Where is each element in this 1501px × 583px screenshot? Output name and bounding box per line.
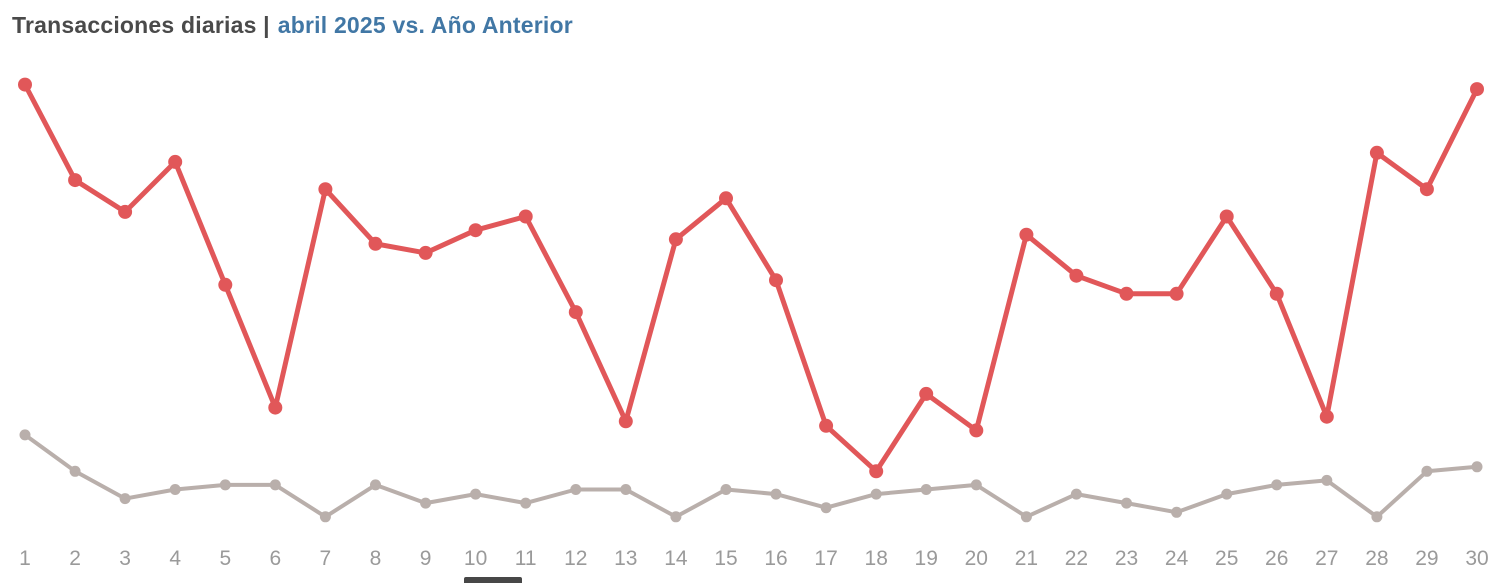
data-point[interactable] xyxy=(1371,511,1383,523)
data-point[interactable] xyxy=(119,493,131,505)
data-point[interactable] xyxy=(620,484,632,495)
data-point[interactable] xyxy=(219,479,231,491)
data-point[interactable] xyxy=(820,502,832,514)
x-axis-label: 26 xyxy=(1265,547,1288,570)
data-point[interactable] xyxy=(1321,474,1333,486)
series-line-año-anterior[interactable] xyxy=(23,432,1479,519)
data-point[interactable] xyxy=(970,479,982,491)
x-axis-label: 20 xyxy=(965,547,988,570)
x-axis-label: 8 xyxy=(370,547,382,570)
line-chart-svg[interactable]: 1 2 3 4 5 6 7 8 9 10 11 12 13 14 15 16 17 18 19 20 21 22 23 24 2… xyxy=(0,55,1501,583)
data-point[interactable] xyxy=(520,497,532,509)
data-point[interactable] xyxy=(269,479,281,491)
data-point[interactable] xyxy=(169,484,181,495)
line-chart[interactable]: 1 2 3 4 5 6 7 8 9 10 11 12 13 14 15 16 17 18 19 20 21 22 23 24 2… xyxy=(0,55,1501,583)
data-point[interactable] xyxy=(68,173,83,188)
data-point[interactable] xyxy=(168,154,183,169)
x-axis-label: 21 xyxy=(1015,547,1038,570)
x-axis-label: 1 xyxy=(19,547,31,570)
data-point[interactable] xyxy=(870,488,882,500)
data-point[interactable] xyxy=(268,400,283,415)
data-point[interactable] xyxy=(1369,145,1384,160)
data-point[interactable] xyxy=(420,497,432,509)
data-point[interactable] xyxy=(920,484,932,495)
data-point[interactable] xyxy=(1271,479,1283,491)
data-point[interactable] xyxy=(720,484,732,495)
x-axis-label: 28 xyxy=(1365,547,1388,570)
x-axis-label: 23 xyxy=(1115,547,1138,570)
x-axis-label: 24 xyxy=(1165,547,1189,570)
data-point[interactable] xyxy=(1269,286,1284,301)
chart-title-accent: abril 2025 vs. Año Anterior xyxy=(277,12,573,38)
data-point[interactable] xyxy=(969,423,984,438)
data-point[interactable] xyxy=(19,429,31,441)
data-point[interactable] xyxy=(1020,511,1032,523)
data-point[interactable] xyxy=(670,511,682,523)
chart-title-main: Transacciones diarias | xyxy=(12,12,270,38)
data-point[interactable] xyxy=(1221,488,1233,500)
x-axis-label: 5 xyxy=(219,547,231,570)
x-axis-label: 16 xyxy=(764,547,787,570)
data-point[interactable] xyxy=(468,223,483,238)
data-point[interactable] xyxy=(1169,286,1184,301)
x-axis-label: 10 xyxy=(464,547,487,570)
x-axis-label: 4 xyxy=(169,547,181,570)
x-axis-label: 19 xyxy=(915,547,938,570)
data-point[interactable] xyxy=(118,204,133,219)
data-point[interactable] xyxy=(218,277,233,292)
data-point[interactable] xyxy=(769,273,783,288)
data-point[interactable] xyxy=(668,232,683,247)
data-point[interactable] xyxy=(1019,227,1034,242)
chart-title: Transacciones diarias | abril 2025 vs. Añ… xyxy=(0,0,1501,39)
x-axis-label: 22 xyxy=(1065,547,1088,570)
x-axis-label: 18 xyxy=(865,547,888,570)
x-axis-label: 17 xyxy=(814,547,837,570)
data-point[interactable] xyxy=(518,209,533,224)
data-point[interactable] xyxy=(470,488,482,500)
data-point[interactable] xyxy=(69,465,81,477)
data-point[interactable] xyxy=(319,511,331,523)
x-axis-label: 30 xyxy=(1465,547,1488,570)
data-point[interactable] xyxy=(1070,488,1082,500)
data-point[interactable] xyxy=(568,305,583,320)
x-axis-label: 27 xyxy=(1315,547,1338,570)
data-point[interactable] xyxy=(1219,209,1234,224)
series-line-abril-2025[interactable] xyxy=(22,82,1480,474)
data-point[interactable] xyxy=(368,236,383,251)
x-axis-label: 6 xyxy=(269,547,281,570)
data-point[interactable] xyxy=(770,488,782,500)
data-point[interactable] xyxy=(18,77,32,92)
x-axis-label: 11 xyxy=(515,547,537,570)
data-point[interactable] xyxy=(570,484,582,495)
data-point[interactable] xyxy=(318,182,333,197)
x-axis-label: 15 xyxy=(714,547,737,570)
data-point[interactable] xyxy=(869,464,884,479)
x-axis-label: 3 xyxy=(119,547,131,570)
data-point[interactable] xyxy=(1419,182,1434,197)
x-axis-label: 25 xyxy=(1215,547,1238,570)
data-point[interactable] xyxy=(1119,286,1134,301)
x-axis-label: 13 xyxy=(614,547,637,570)
data-point[interactable] xyxy=(370,479,381,491)
x-axis-label: 7 xyxy=(320,547,332,570)
data-point[interactable] xyxy=(919,386,934,401)
data-point[interactable] xyxy=(1470,82,1484,97)
data-point[interactable] xyxy=(1121,497,1132,509)
x-axis-label: 29 xyxy=(1415,547,1438,570)
data-point[interactable] xyxy=(1069,268,1084,283)
x-axis-label: 2 xyxy=(69,547,81,570)
data-point[interactable] xyxy=(418,245,433,260)
data-point[interactable] xyxy=(618,414,633,429)
cropped-ui-fragment xyxy=(464,577,522,583)
data-point[interactable] xyxy=(719,191,733,206)
x-axis-label: 12 xyxy=(564,547,587,570)
data-point[interactable] xyxy=(1471,461,1483,473)
x-axis-label: 9 xyxy=(420,547,432,570)
data-point[interactable] xyxy=(1171,506,1183,518)
x-axis-label: 14 xyxy=(664,547,688,570)
data-point[interactable] xyxy=(819,418,834,433)
data-point[interactable] xyxy=(1421,465,1433,477)
data-point[interactable] xyxy=(1319,409,1334,424)
